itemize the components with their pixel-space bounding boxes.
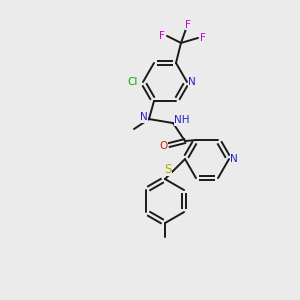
Text: NH: NH	[174, 115, 190, 125]
Text: Cl: Cl	[128, 77, 138, 87]
Text: F: F	[200, 33, 206, 43]
Text: F: F	[185, 20, 191, 30]
Text: S: S	[164, 163, 172, 176]
Text: O: O	[159, 141, 167, 151]
Text: N: N	[188, 77, 196, 87]
Text: F: F	[159, 31, 165, 41]
Text: N: N	[140, 112, 148, 122]
Text: N: N	[230, 154, 238, 164]
